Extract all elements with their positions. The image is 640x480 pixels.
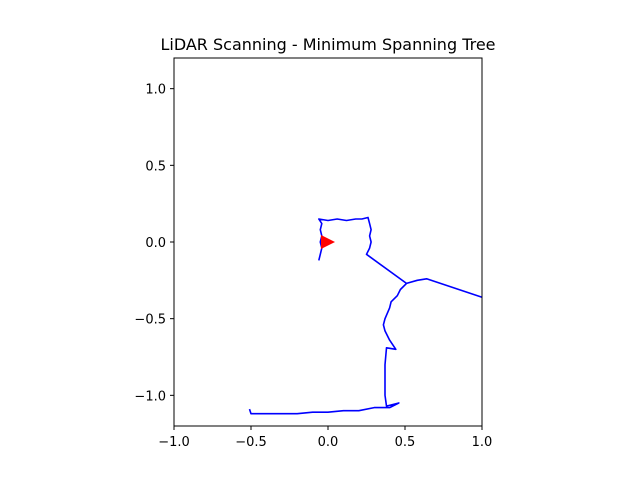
y-axis: −1.0 −0.5 0.0 0.5 1.0 — [134, 83, 174, 404]
x-tick-label: −1.0 — [158, 435, 190, 450]
x-tick-label: 0.5 — [395, 435, 416, 450]
chart-title: LiDAR Scanning - Minimum Spanning Tree — [160, 35, 495, 54]
mst-series-2 — [406, 277, 483, 298]
y-tick-label: −1.0 — [134, 389, 166, 404]
y-tick-label: 0.0 — [145, 236, 166, 251]
x-tick-label: −0.5 — [235, 435, 267, 450]
x-tick-label: 1.0 — [472, 435, 493, 450]
x-axis: −1.0 −0.5 0.0 0.5 1.0 — [158, 426, 492, 450]
y-tick-label: 1.0 — [145, 83, 166, 98]
x-tick-label: 0.0 — [318, 435, 339, 450]
y-tick-label: 0.5 — [145, 159, 166, 174]
sensor-marker — [321, 235, 335, 249]
mst-series-1 — [248, 216, 408, 415]
plot-layer — [248, 216, 483, 415]
y-tick-label: −0.5 — [134, 313, 166, 328]
